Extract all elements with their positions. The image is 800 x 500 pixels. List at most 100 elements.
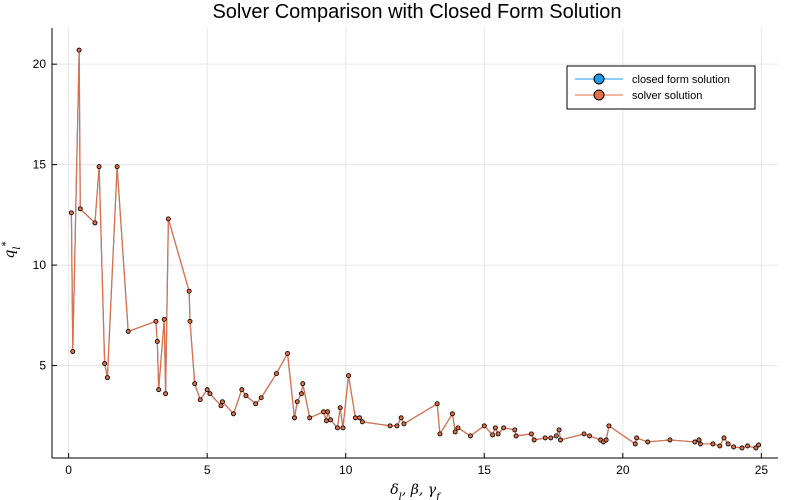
data-point [501, 425, 507, 431]
data-point [105, 375, 110, 381]
x-tick-label: 5 [204, 463, 211, 477]
x-axis-ticks: 0 5 10 15 20 25 [65, 453, 768, 477]
data-point [692, 439, 698, 445]
data-point [513, 433, 519, 439]
data-point [387, 423, 393, 429]
data-point [721, 435, 727, 441]
data-point [292, 415, 297, 421]
y-tick-label: 15 [33, 158, 47, 172]
data-point [335, 425, 340, 431]
data-point [468, 433, 473, 439]
y-tick-label: 5 [39, 359, 46, 373]
data-point [125, 329, 131, 334]
data-point [710, 441, 716, 447]
data-point [163, 391, 169, 397]
data-point [220, 399, 225, 405]
data-point [558, 437, 563, 443]
data-point [645, 439, 651, 445]
legend-marker-closed-form [593, 73, 605, 85]
series-layer [69, 47, 761, 451]
series-1 [69, 47, 761, 451]
data-point [490, 432, 495, 438]
x-tick-label: 0 [65, 463, 72, 477]
data-point [153, 318, 159, 324]
data-point [632, 441, 638, 447]
data-point [581, 431, 587, 437]
data-point [161, 316, 167, 322]
data-point [353, 415, 358, 421]
data-point [696, 437, 702, 443]
data-point [114, 164, 120, 170]
data-point [156, 387, 162, 393]
data-point [587, 433, 592, 439]
data-point [187, 318, 193, 324]
legend: closed form solution solver solution [566, 65, 756, 110]
data-point [512, 427, 518, 433]
data-point [698, 441, 703, 447]
data-point [717, 443, 723, 449]
legend-label-solver: solver solution [632, 90, 702, 102]
data-point [258, 395, 264, 401]
x-tick-label: 10 [339, 463, 353, 477]
data-point [204, 387, 210, 393]
data-point [634, 435, 640, 441]
data-point [606, 423, 612, 429]
data-point [398, 415, 404, 421]
data-point [556, 427, 562, 433]
data-point [300, 381, 306, 387]
y-axis-ticks: 5 10 15 20 [33, 57, 57, 373]
plot-frame [51, 28, 778, 459]
data-point [231, 411, 236, 417]
data-point [394, 423, 400, 429]
grid [52, 28, 778, 458]
data-point [307, 415, 313, 421]
data-point [294, 399, 300, 405]
data-point [731, 444, 737, 450]
data-point [542, 435, 548, 441]
data-point [274, 371, 279, 377]
data-point [323, 418, 329, 424]
data-point [346, 373, 351, 379]
data-point [328, 417, 333, 423]
data-point [207, 391, 213, 397]
data-point [69, 210, 74, 216]
data-point [756, 442, 761, 448]
x-tick-label: 20 [616, 463, 630, 477]
data-point [553, 433, 559, 439]
data-point [357, 415, 362, 421]
data-point [528, 431, 534, 437]
data-point [452, 429, 458, 435]
data-point [285, 351, 290, 356]
data-point [401, 421, 407, 427]
data-point [92, 220, 98, 226]
data-point [325, 409, 331, 415]
data-point [481, 423, 487, 429]
data-point [253, 401, 259, 407]
data-point [725, 441, 731, 447]
data-point [76, 47, 82, 53]
data-point [667, 437, 673, 443]
data-point [70, 349, 76, 354]
data-point [197, 397, 203, 403]
data-point [603, 437, 609, 443]
data-point [192, 381, 198, 387]
data-point [434, 401, 440, 407]
data-point [243, 393, 249, 399]
y-tick-label: 20 [33, 57, 47, 71]
data-point [495, 431, 501, 437]
data-point [154, 339, 160, 344]
y-tick-label: 10 [33, 258, 47, 272]
data-point [165, 216, 171, 222]
data-point [437, 431, 443, 437]
data-point [102, 361, 108, 366]
data-point [492, 425, 498, 431]
data-point [298, 391, 304, 397]
legend-label-closed-form: closed form solution [632, 74, 730, 86]
data-point [450, 411, 455, 417]
data-point [531, 437, 537, 443]
data-point [739, 445, 745, 451]
data-point [337, 405, 343, 411]
legend-box [566, 65, 756, 110]
data-point [548, 435, 554, 441]
